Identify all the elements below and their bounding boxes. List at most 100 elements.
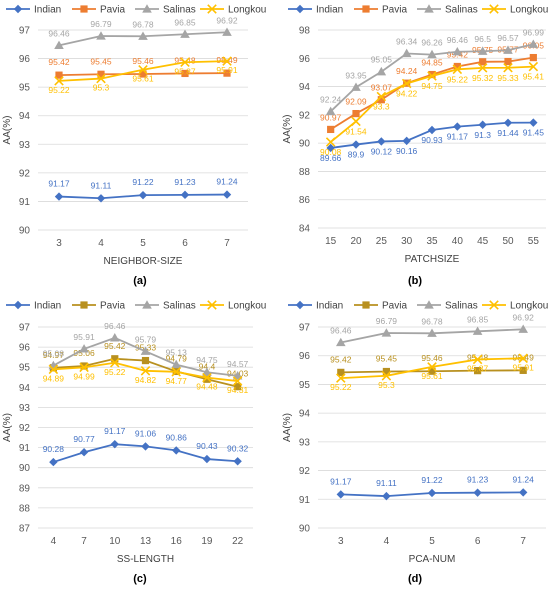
data-label: 96.34: [396, 36, 418, 46]
data-label: 95.32: [472, 73, 494, 83]
data-point: [138, 190, 148, 200]
legend-item-pavia: Pavia: [72, 301, 125, 312]
data-label: 96.46: [330, 326, 352, 336]
legend-item-pavia: Pavia: [354, 5, 407, 16]
data-point: [138, 64, 148, 75]
data-point: [351, 116, 361, 127]
data-label: 94.22: [396, 88, 418, 98]
data-point: [171, 367, 181, 377]
y-axis-title: AA(%): [282, 413, 293, 442]
panel-label: (a): [133, 275, 147, 287]
data-label: 95.3: [378, 380, 395, 390]
data-label: 91.17: [48, 179, 70, 189]
legend-label: Pavia: [382, 5, 407, 16]
data-label: 96.78: [132, 19, 154, 29]
data-label: 95.46: [421, 353, 443, 363]
y-tick-label: 92: [19, 423, 31, 434]
data-label: 91.17: [104, 426, 126, 436]
series-longkou: 94.89 94.99 95.22 94.82 94.77 94.48 94.31: [43, 358, 249, 395]
chart-panel-1: 90 91 92 93 94 95 96 97 3 4 5 6 7 NEIGHBOR-SIZE AA(%) 9…: [2, 4, 266, 287]
data-label: 96.92: [216, 15, 238, 25]
data-label: 94.75: [196, 355, 218, 365]
data-label: 96.46: [447, 35, 469, 45]
data-point: [479, 58, 487, 66]
data-label: 91.11: [376, 478, 397, 488]
data-label: 95.05: [371, 55, 393, 65]
data-point: [427, 125, 437, 135]
data-label: 91.44: [497, 128, 519, 138]
data-point: [222, 27, 232, 36]
data-point: [110, 439, 119, 449]
x-tick-label: 16: [171, 536, 183, 547]
data-label: 94.31: [227, 385, 249, 395]
data-point: [351, 140, 361, 149]
data-point: [503, 62, 513, 73]
y-tick-label: 90: [19, 226, 31, 237]
legend-icon-marker: [142, 4, 152, 13]
y-axis-title: AA(%): [2, 413, 13, 442]
y-tick-label: 98: [299, 26, 311, 37]
y-tick-label: 97: [19, 26, 31, 37]
data-label: 91.54: [345, 126, 367, 136]
series-indian: 91.17 91.11 91.22 91.23 91.24: [330, 474, 534, 501]
data-point: [202, 367, 212, 376]
legend: Indian Pavia Salinas Longkou: [288, 4, 548, 16]
data-label: 91.22: [132, 177, 154, 187]
legend-icon-marker: [80, 5, 88, 13]
x-tick-label: 4: [51, 536, 57, 547]
data-label: 90.08: [320, 147, 342, 157]
data-point: [141, 356, 150, 365]
legend-item-longkou: Longkou: [482, 4, 548, 16]
data-point: [337, 368, 345, 376]
data-point: [138, 31, 148, 40]
data-point: [48, 364, 59, 375]
data-point: [139, 70, 147, 78]
x-tick-label: 5: [429, 536, 435, 547]
data-label: 90.12: [371, 146, 393, 156]
legend-icon-marker: [489, 300, 499, 310]
data-label: 95.91: [216, 65, 238, 75]
x-tick-label: 22: [232, 536, 244, 547]
legend-label: Indian: [34, 301, 61, 312]
y-tick-label: 86: [299, 195, 311, 206]
data-label: 93.95: [345, 70, 367, 80]
data-label: 94.48: [196, 382, 218, 392]
legend-label: Indian: [316, 301, 343, 312]
data-label: 95.42: [48, 57, 70, 67]
y-tick-label: 95: [19, 83, 31, 94]
data-label: 95.45: [90, 56, 112, 66]
data-point: [96, 31, 106, 40]
data-point: [79, 362, 89, 373]
x-axis-title: NEIGHBOR-SIZE: [104, 256, 183, 267]
data-label: 91.17: [330, 476, 352, 486]
data-point: [203, 375, 211, 383]
data-point: [336, 490, 345, 499]
data-label: 92.24: [320, 94, 342, 104]
data-label: 90.86: [166, 432, 188, 442]
y-tick-label: 93: [299, 437, 311, 448]
data-point: [477, 46, 488, 55]
data-label: 94.97: [43, 350, 65, 360]
data-label: 90.97: [320, 112, 342, 122]
chart-panel-3: 87 88 89 90 91 92 93 94 95 96 97 4 7 10 13 16 19 22 SS-LEN…: [2, 300, 266, 585]
legend-label: Indian: [316, 5, 343, 16]
data-point: [428, 367, 436, 375]
y-tick-label: 93: [19, 403, 31, 414]
data-point: [518, 353, 528, 364]
data-label: 95.91: [513, 362, 535, 372]
legend-icon-marker: [489, 4, 499, 14]
data-point: [518, 324, 528, 333]
legend-item-longkou: Longkou: [200, 4, 266, 16]
data-label: 95.08: [43, 349, 65, 359]
x-tick-label: 4: [98, 238, 104, 249]
data-label: 96.46: [104, 321, 126, 331]
series-indian: 90.28 90.77 91.17 91.06 90.86 90.43 90.32: [43, 426, 249, 467]
y-tick-label: 95: [299, 380, 311, 391]
data-label: 95.61: [132, 74, 154, 84]
data-point: [452, 46, 463, 56]
y-tick-label: 84: [299, 224, 311, 235]
x-axis-title: PATCHSIZE: [405, 254, 460, 265]
data-label: 95.06: [73, 348, 95, 358]
data-label: 94.4: [199, 361, 216, 371]
